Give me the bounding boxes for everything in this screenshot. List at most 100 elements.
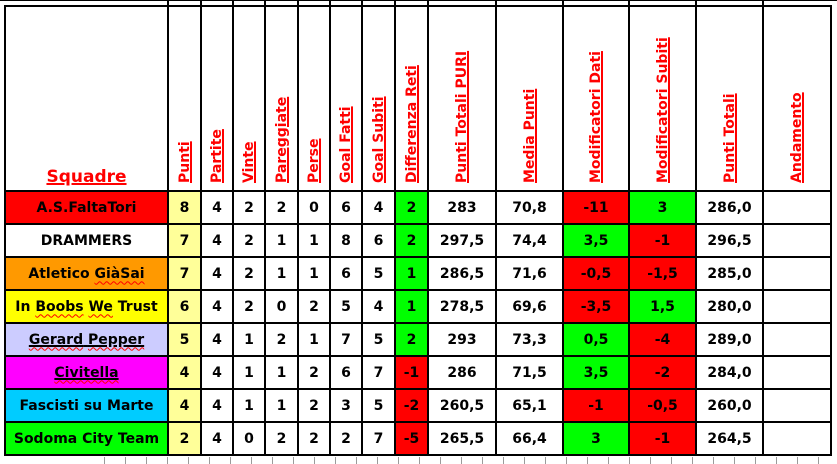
column-header-perse[interactable]: Perse	[297, 5, 331, 192]
cell-pareggiate[interactable]: 2	[264, 190, 299, 225]
cell-vinte[interactable]: 2	[232, 223, 266, 258]
team-cell-2[interactable]: DRAMMERS	[4, 223, 169, 258]
cell-modificatori-subiti[interactable]: 1,5	[628, 289, 697, 324]
cell-andamento[interactable]	[762, 289, 832, 324]
team-cell-4[interactable]: In Boobs We Trust	[4, 289, 169, 324]
cell-perse[interactable]: 2	[297, 421, 331, 456]
cell-goal-fatti[interactable]: 5	[329, 289, 363, 324]
team-cell-3[interactable]: Atletico GiàSai	[4, 256, 169, 291]
cell-andamento[interactable]	[762, 190, 832, 225]
cell-differenza-reti[interactable]: -2	[394, 388, 429, 423]
cell-goal-subiti[interactable]: 7	[361, 421, 396, 456]
cell-pareggiate[interactable]: 2	[264, 421, 299, 456]
cell-goal-fatti[interactable]: 6	[329, 355, 363, 390]
cell-partite[interactable]: 4	[200, 223, 234, 258]
cell-goal-fatti[interactable]: 7	[329, 322, 363, 357]
cell-punti-totali-puri[interactable]: 286	[427, 355, 497, 390]
cell-perse[interactable]: 2	[297, 388, 331, 423]
cell-goal-subiti[interactable]: 6	[361, 223, 396, 258]
cell-media-punti[interactable]: 74,4	[495, 223, 564, 258]
cell-andamento[interactable]	[762, 223, 832, 258]
cell-media-punti[interactable]: 69,6	[495, 289, 564, 324]
cell-goal-fatti[interactable]: 8	[329, 223, 363, 258]
cell-differenza-reti[interactable]: 2	[394, 322, 429, 357]
cell-punti-totali[interactable]: 286,0	[695, 190, 764, 225]
column-header-vinte[interactable]: Vinte	[232, 5, 266, 192]
cell-punti-totali-puri[interactable]: 297,5	[427, 223, 497, 258]
cell-modificatori-dati[interactable]: 3	[562, 421, 630, 456]
cell-modificatori-dati[interactable]: 3,5	[562, 355, 630, 390]
cell-andamento[interactable]	[762, 256, 832, 291]
cell-punti-totali-puri[interactable]: 260,5	[427, 388, 497, 423]
cell-modificatori-dati[interactable]: -11	[562, 190, 630, 225]
cell-punti-totali-puri[interactable]: 265,5	[427, 421, 497, 456]
cell-media-punti[interactable]: 71,6	[495, 256, 564, 291]
cell-goal-subiti[interactable]: 7	[361, 355, 396, 390]
team-cell-8[interactable]: Sodoma City Team	[4, 421, 169, 456]
team-cell-1[interactable]: A.S.FaltaTori	[4, 190, 169, 225]
cell-media-punti[interactable]: 66,4	[495, 421, 564, 456]
cell-modificatori-subiti[interactable]: -2	[628, 355, 697, 390]
cell-punti[interactable]: 6	[167, 289, 202, 324]
cell-punti[interactable]: 7	[167, 223, 202, 258]
cell-modificatori-subiti[interactable]: -1	[628, 223, 697, 258]
cell-punti[interactable]: 7	[167, 256, 202, 291]
cell-media-punti[interactable]: 73,3	[495, 322, 564, 357]
cell-punti-totali-puri[interactable]: 278,5	[427, 289, 497, 324]
cell-andamento[interactable]	[762, 388, 832, 423]
cell-media-punti[interactable]: 70,8	[495, 190, 564, 225]
cell-vinte[interactable]: 1	[232, 322, 266, 357]
cell-goal-subiti[interactable]: 5	[361, 322, 396, 357]
cell-andamento[interactable]	[762, 355, 832, 390]
cell-modificatori-dati[interactable]: -3,5	[562, 289, 630, 324]
cell-differenza-reti[interactable]: 1	[394, 256, 429, 291]
cell-punti-totali[interactable]: 284,0	[695, 355, 764, 390]
cell-punti-totali-puri[interactable]: 283	[427, 190, 497, 225]
cell-goal-fatti[interactable]: 3	[329, 388, 363, 423]
cell-modificatori-subiti[interactable]: -1	[628, 421, 697, 456]
cell-differenza-reti[interactable]: 2	[394, 223, 429, 258]
cell-andamento[interactable]	[762, 322, 832, 357]
cell-partite[interactable]: 4	[200, 322, 234, 357]
column-header-punti[interactable]: Punti	[167, 5, 202, 192]
cell-punti-totali[interactable]: 280,0	[695, 289, 764, 324]
column-header-goal-subiti[interactable]: Goal Subiti	[361, 5, 396, 192]
cell-goal-subiti[interactable]: 4	[361, 190, 396, 225]
column-header-differenza-reti[interactable]: Differenza Reti	[394, 5, 429, 192]
cell-vinte[interactable]: 1	[232, 355, 266, 390]
cell-perse[interactable]: 2	[297, 289, 331, 324]
cell-goal-fatti[interactable]: 2	[329, 421, 363, 456]
column-header-pareggiate[interactable]: Pareggiate	[264, 5, 299, 192]
column-header-goal-fatti[interactable]: Goal Fatti	[329, 5, 363, 192]
cell-modificatori-dati[interactable]: -0,5	[562, 256, 630, 291]
cell-vinte[interactable]: 2	[232, 190, 266, 225]
cell-pareggiate[interactable]: 1	[264, 355, 299, 390]
cell-partite[interactable]: 4	[200, 190, 234, 225]
cell-punti-totali[interactable]: 296,5	[695, 223, 764, 258]
cell-punti-totali-puri[interactable]: 286,5	[427, 256, 497, 291]
cell-goal-fatti[interactable]: 6	[329, 190, 363, 225]
cell-vinte[interactable]: 0	[232, 421, 266, 456]
column-header-punti-totali-puri[interactable]: Punti Totali PURI	[427, 5, 497, 192]
cell-modificatori-dati[interactable]: -1	[562, 388, 630, 423]
column-header-punti-totali[interactable]: Punti Totali	[695, 5, 764, 192]
cell-differenza-reti[interactable]: -5	[394, 421, 429, 456]
cell-goal-subiti[interactable]: 5	[361, 256, 396, 291]
cell-partite[interactable]: 4	[200, 388, 234, 423]
cell-punti-totali[interactable]: 285,0	[695, 256, 764, 291]
cell-modificatori-subiti[interactable]: -1,5	[628, 256, 697, 291]
cell-differenza-reti[interactable]: -1	[394, 355, 429, 390]
cell-goal-fatti[interactable]: 6	[329, 256, 363, 291]
cell-partite[interactable]: 4	[200, 256, 234, 291]
team-cell-5[interactable]: Gerard Pepper	[4, 322, 169, 357]
cell-modificatori-subiti[interactable]: -4	[628, 322, 697, 357]
cell-pareggiate[interactable]: 1	[264, 256, 299, 291]
cell-punti[interactable]: 4	[167, 388, 202, 423]
cell-punti[interactable]: 2	[167, 421, 202, 456]
cell-perse[interactable]: 1	[297, 223, 331, 258]
cell-vinte[interactable]: 2	[232, 256, 266, 291]
cell-modificatori-subiti[interactable]: 3	[628, 190, 697, 225]
cell-differenza-reti[interactable]: 2	[394, 190, 429, 225]
cell-perse[interactable]: 1	[297, 322, 331, 357]
column-header-modificatori-subiti[interactable]: Modificatori Subiti	[628, 5, 697, 192]
